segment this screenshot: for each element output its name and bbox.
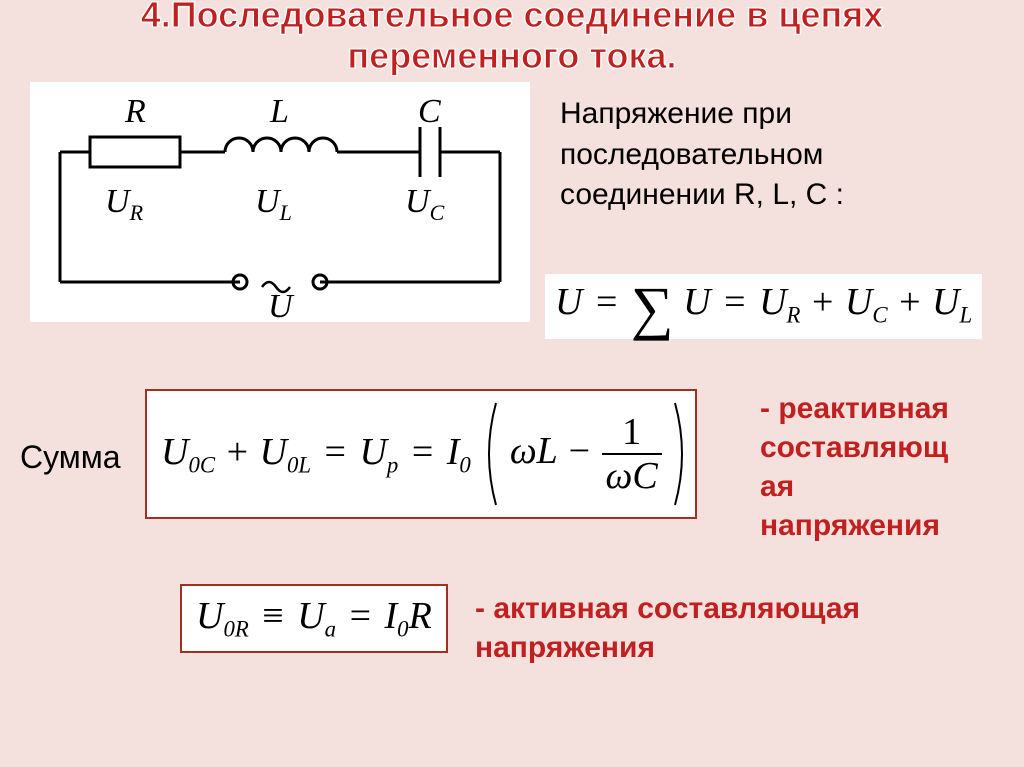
n1-l4: напряжения: [760, 509, 940, 542]
title-line-2: переменного тока.: [347, 35, 676, 76]
label-L: L: [269, 93, 289, 130]
sub-C: C: [872, 303, 887, 328]
label-summa: Сумма: [20, 439, 121, 476]
f2-U: U: [196, 595, 223, 637]
n1-l1: - реактивная: [760, 392, 949, 425]
label-R: R: [124, 93, 146, 130]
sym-UL: U: [932, 281, 959, 323]
f2-s1: 0R: [223, 617, 248, 642]
sym-U: U: [555, 281, 582, 323]
f2-sI: 0: [397, 617, 408, 642]
f1-num: 1: [602, 413, 662, 455]
f1-sp: p: [387, 452, 398, 477]
left-paren-icon: [480, 399, 500, 509]
n2-l2: напряжения: [475, 631, 655, 664]
right-paren-icon: [671, 399, 691, 509]
f1-sI: 0: [459, 452, 470, 477]
formula-voltage-sum: U = ∑ U = UR + UC + UL: [545, 274, 982, 339]
f1-s1: 0C: [188, 452, 215, 477]
note-active: - активная составляющая напряжения: [475, 589, 1015, 667]
formula-active: U0R ≡ Ua = I0R: [180, 584, 448, 653]
f2-I0: I: [385, 595, 398, 637]
note-reactive: - реактивная составляющ ая напряжения: [760, 389, 1020, 545]
f2-Ua: U: [297, 595, 324, 637]
f2-sa: a: [325, 617, 336, 642]
sym-UR: U: [759, 281, 786, 323]
f2-equiv: ≡: [258, 595, 287, 637]
n1-l3: ая: [760, 470, 794, 503]
formula-reactive: U0C + U0L = Up = I0 ωL − 1 ωC: [145, 389, 697, 519]
slide-title: 4.Последовательное соединение в цепях пе…: [0, 0, 1024, 77]
n1-l2: составляющ: [760, 431, 948, 464]
voltage-description: Напряжение при последовательном соединен…: [560, 94, 1000, 216]
f2-R: R: [409, 595, 432, 637]
title-line-1: 4.Последовательное соединение в цепях: [141, 0, 884, 35]
label-UL: UL: [255, 183, 292, 225]
f1-minus: −: [567, 430, 592, 472]
sigma-icon: ∑: [631, 293, 674, 323]
f1-den: ωC: [602, 455, 662, 495]
rlc-series-circuit-diagram: R L C UR UL UC U: [30, 82, 530, 322]
sym-eq1: =: [592, 281, 621, 323]
n2-l1: - активная составляющая: [475, 592, 860, 625]
sym-eq2: =: [720, 281, 749, 323]
f1-wL: ωL: [510, 430, 557, 472]
f1-U1: U: [161, 431, 188, 473]
f1-U2: U: [260, 431, 287, 473]
sub-L: L: [959, 303, 972, 328]
f1-Up: U: [359, 431, 386, 473]
f1-I0: I: [447, 431, 460, 473]
sub-R: R: [787, 303, 801, 328]
label-C: C: [418, 93, 441, 130]
f1-s2: 0L: [287, 452, 311, 477]
sym-U2: U: [683, 281, 710, 323]
desc-line-2: последовательном: [560, 138, 823, 171]
fraction-1-over-wC: 1 ωC: [602, 413, 662, 495]
label-UC: UC: [405, 183, 445, 225]
label-Usource: U: [268, 288, 295, 322]
label-UR: UR: [105, 183, 144, 225]
desc-line-1: Напряжение при: [560, 97, 792, 130]
sym-UC: U: [845, 281, 872, 323]
desc-line-3: соединении R, L, C :: [560, 178, 844, 211]
